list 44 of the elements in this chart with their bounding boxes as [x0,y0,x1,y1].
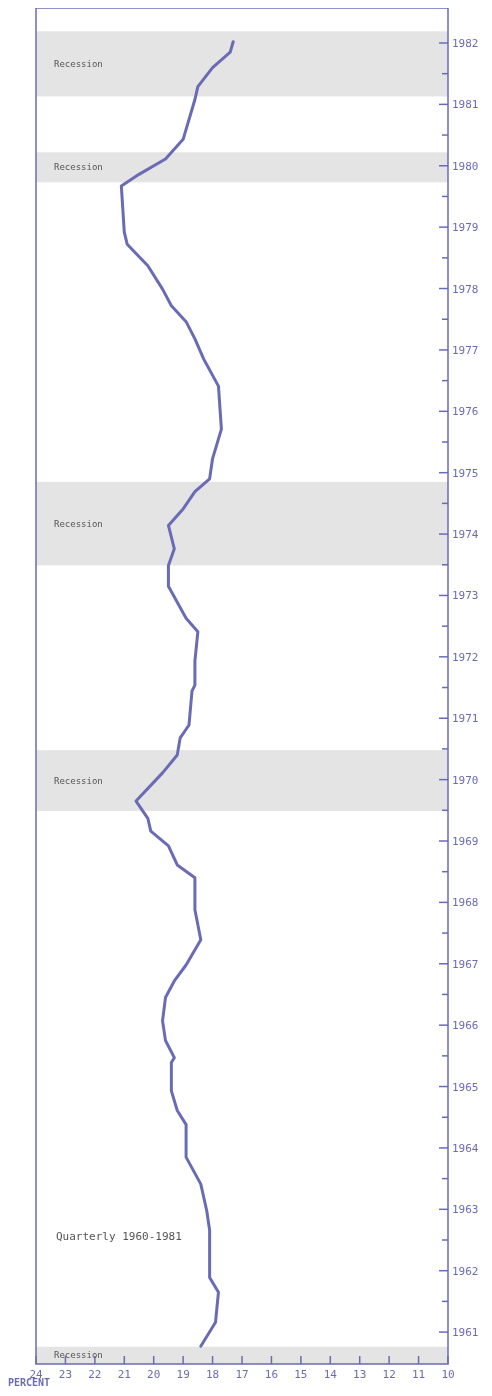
y-tick-label: 1963 [452,1203,479,1217]
x-tick-label: 14 [323,1368,338,1381]
band-label: Recession [54,1350,103,1361]
y-tick-label: 1982 [452,36,479,50]
x-tick-label: 16 [264,1368,279,1381]
x-tick-label: 20 [147,1368,161,1381]
y-tick-label: 1969 [452,835,479,848]
y-tick-label: 1980 [452,159,479,173]
y-tick-label: 1964 [452,1141,479,1155]
y-tick-label: 1973 [452,589,479,603]
band-label: Recession [54,162,103,173]
line-series [119,40,235,1348]
y-tick-label: 1972 [452,650,479,664]
band-label: Recession [54,58,103,69]
y-tick-label: 1981 [452,98,479,112]
x-tick-label: 23 [58,1368,73,1381]
y-tick-label: 1979 [452,221,479,235]
y-tick-label: 1978 [452,282,479,296]
y-tick-label: 1962 [452,1264,479,1278]
y-tick-label: 1970 [452,773,479,787]
x-tick-label: 17 [235,1368,249,1381]
y-tick-label: 1975 [452,466,479,480]
y-tick-label: 1974 [452,528,479,542]
x-tick-label: 21 [117,1368,131,1381]
y-tick-label: 1977 [452,343,479,357]
text: Quarterly 1960-1981 [56,1230,182,1243]
y-tick-label: 1976 [452,405,479,419]
y-tick-label: 1961 [452,1326,479,1340]
band-label: Recession [54,518,103,529]
x-tick-label: 19 [176,1368,190,1381]
x-tick-label: 10 [441,1368,455,1381]
x-tick-label: 15 [294,1368,308,1381]
y-tick-label: 1966 [452,1019,479,1033]
y-tick-label: 1967 [452,957,479,971]
x-tick-label: 22 [88,1368,102,1381]
y-tick-label: 1968 [452,896,479,910]
x-axis-title: PERCENT [8,1377,51,1388]
x-tick-label: 12 [382,1368,396,1381]
y-tick-label: 1971 [452,712,479,726]
x-tick-label: 18 [205,1368,220,1381]
x-tick-label: 13 [353,1368,367,1381]
band-label: Recession [54,775,103,786]
y-tick-label: 1965 [452,1080,479,1094]
x-tick-label: 11 [411,1368,426,1381]
